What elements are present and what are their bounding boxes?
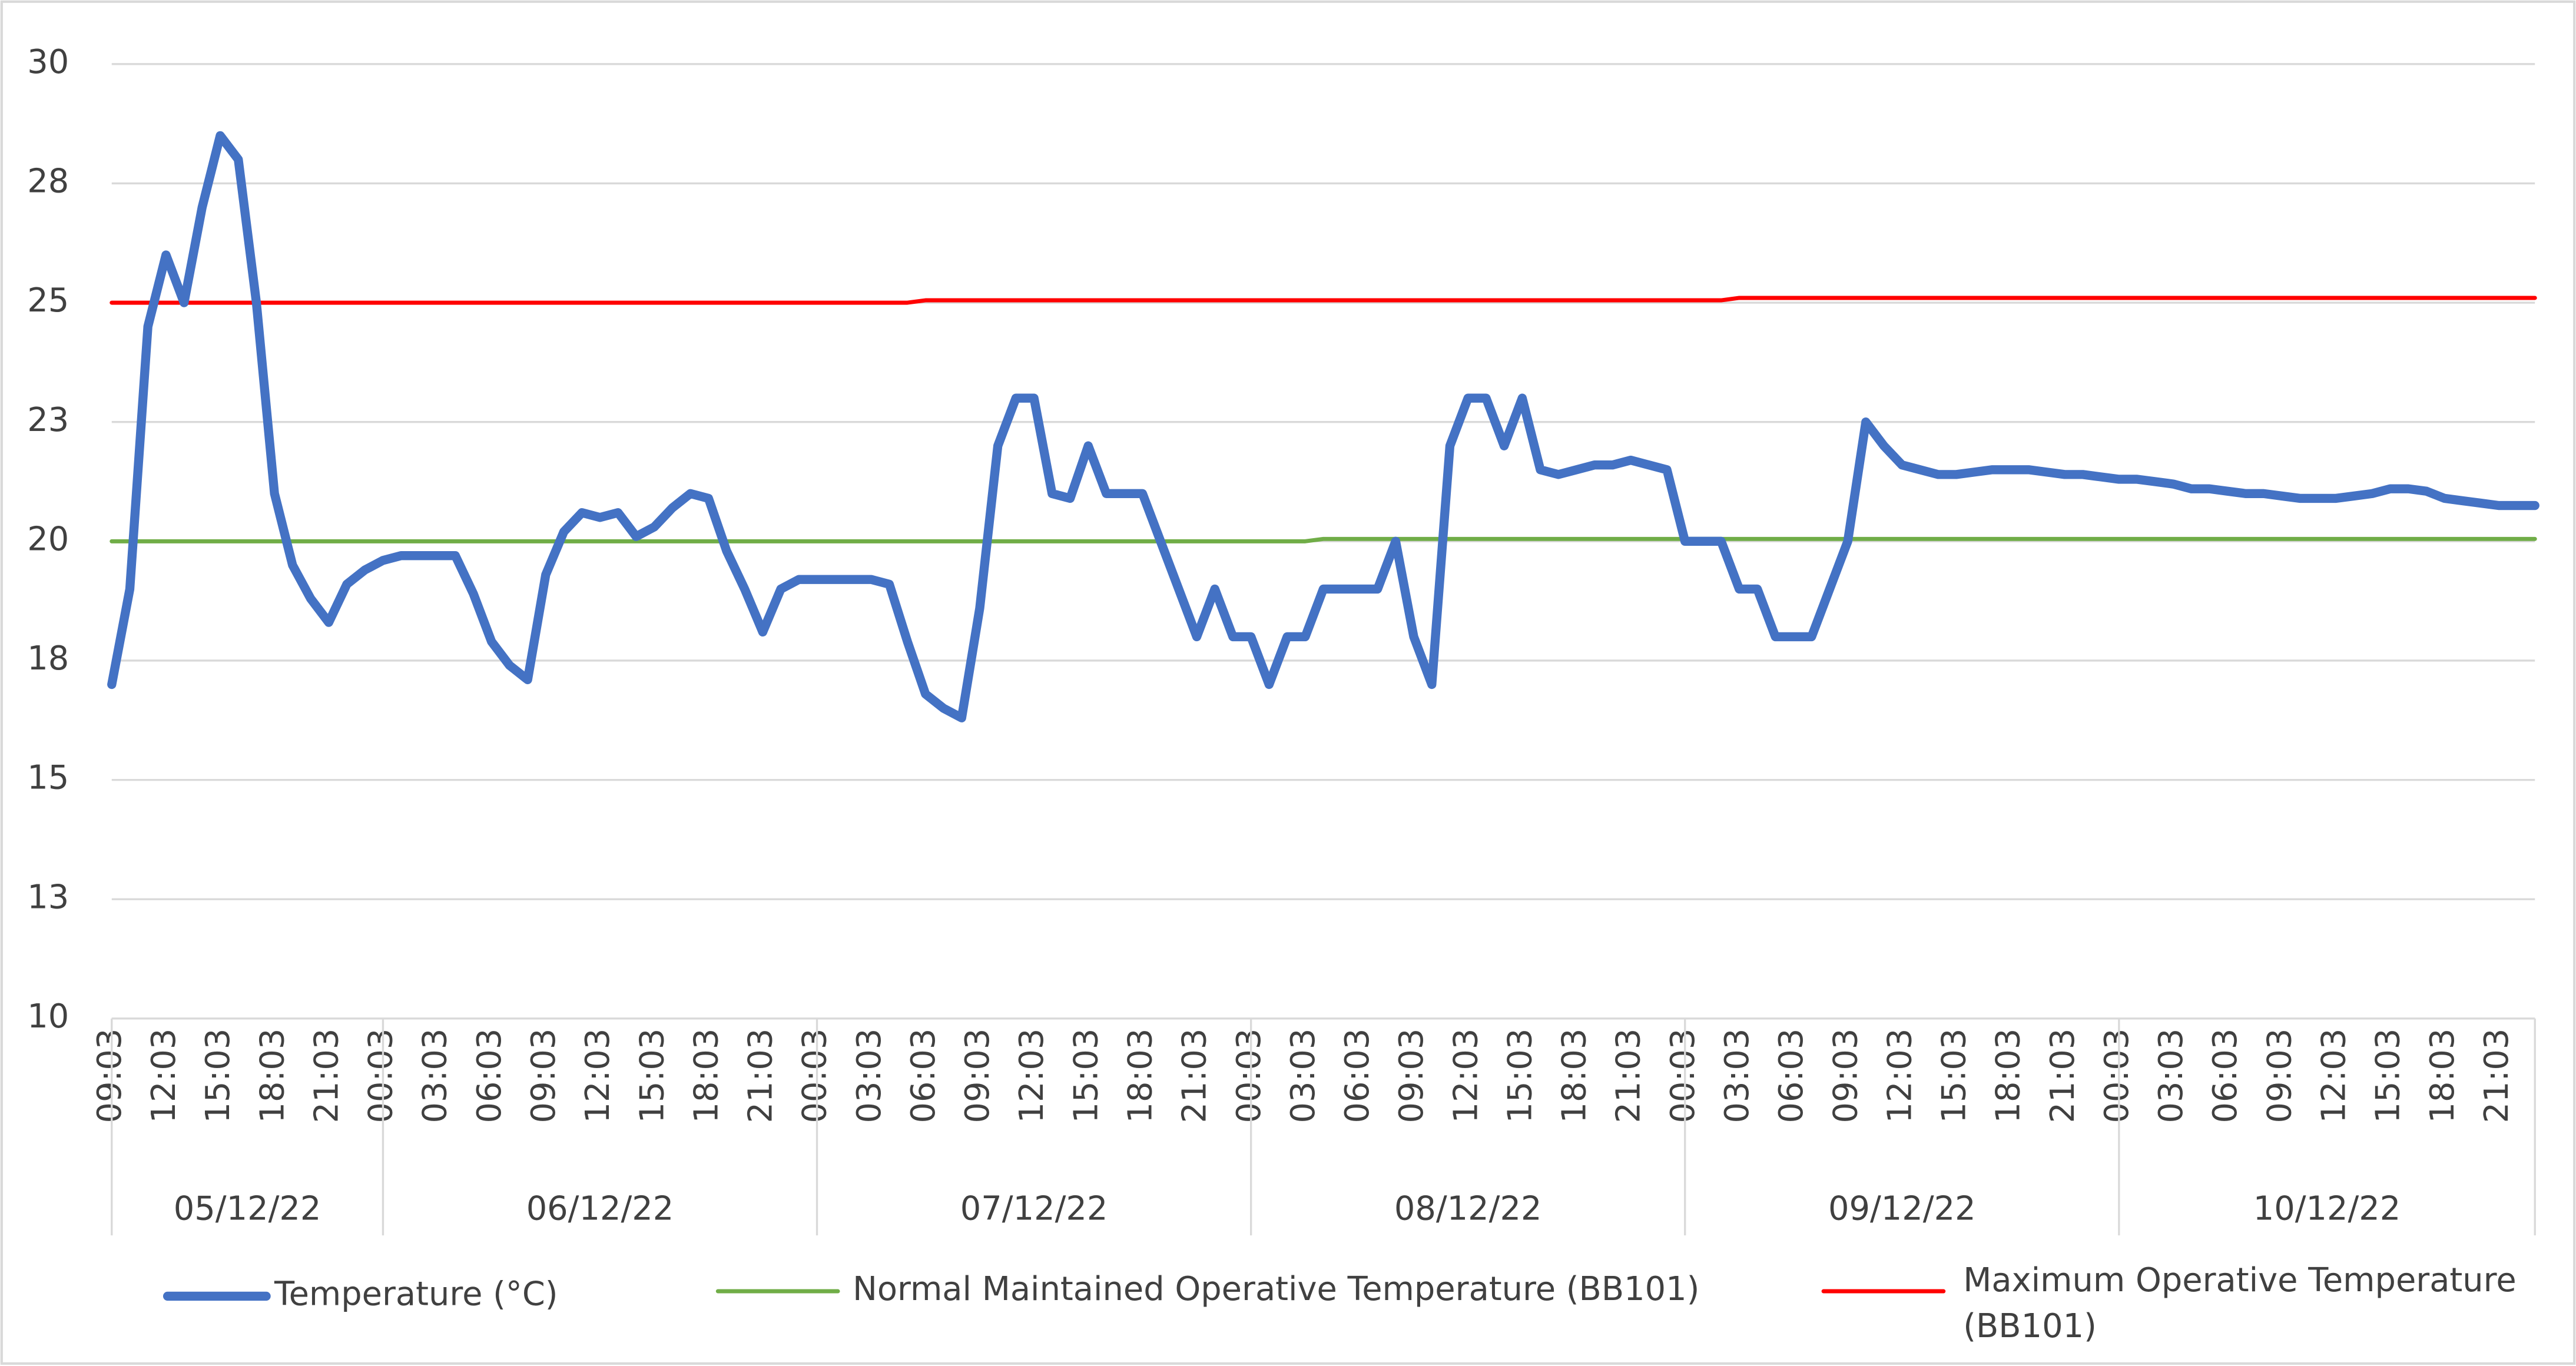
x-group-label: 10/12/22 xyxy=(2253,1189,2401,1228)
x-tick-label: 03:03 xyxy=(416,1029,455,1123)
y-tick-label: 23 xyxy=(27,401,69,439)
x-tick-label: 12:03 xyxy=(2315,1029,2353,1123)
y-tick-label: 20 xyxy=(27,520,69,558)
x-axis: 09:03 12:03 15:03 18:03 21:03 05/12/22 00:03 03… xyxy=(91,1017,2536,1236)
plot xyxy=(107,131,2539,722)
x-tick-label: 18:03 xyxy=(2424,1029,2462,1123)
x-tick-label: 09:03 xyxy=(91,1029,129,1123)
x-group-label: 08/12/22 xyxy=(1394,1189,1542,1228)
legend-label: Normal Maintained Operative Temperature … xyxy=(853,1270,1699,1308)
x-tick-label: 12:03 xyxy=(1447,1029,1485,1123)
y-tick-label: 28 xyxy=(27,163,69,201)
x-tick-label: 21:03 xyxy=(2478,1029,2516,1123)
y-tick-label: 18 xyxy=(27,639,69,678)
x-tick-label: 15:03 xyxy=(2369,1029,2408,1123)
legend-label: Temperature (°C) xyxy=(274,1275,558,1314)
y-tick-label: 15 xyxy=(27,759,69,797)
x-tick-label: 15:03 xyxy=(1067,1029,1105,1123)
x-tick-label: 21:03 xyxy=(2044,1029,2082,1123)
y-tick-label: 10 xyxy=(27,997,69,1036)
x-tick-label: 09:03 xyxy=(1826,1029,1865,1123)
x-tick-label: 03:03 xyxy=(1718,1029,1756,1123)
legend: Temperature (°C) Normal Maintained Operat… xyxy=(163,1260,2517,1346)
x-tick-label: 15:03 xyxy=(1501,1029,1539,1123)
x-tick-label: 00:03 xyxy=(2098,1029,2136,1123)
x-tick-label: 12:03 xyxy=(579,1029,617,1123)
x-group-label: 07/12/22 xyxy=(960,1189,1108,1228)
x-group-label: 09/12/22 xyxy=(1828,1189,1976,1228)
x-tick-label: 21:03 xyxy=(307,1029,346,1123)
x-tick-label: 09:03 xyxy=(959,1029,997,1123)
x-tick-label: 06:03 xyxy=(1338,1029,1377,1123)
x-tick-label: 18:03 xyxy=(687,1029,725,1123)
legend-label-box: Maximum Operative Temperature (BB101) xyxy=(1963,1260,2517,1346)
x-group-label: 05/12/22 xyxy=(174,1189,321,1228)
x-tick-label: 21:03 xyxy=(742,1029,780,1123)
x-tick-label: 00:03 xyxy=(1230,1029,1268,1123)
x-tick-label: 03:03 xyxy=(1284,1029,1322,1123)
x-tick-label: 12:03 xyxy=(1013,1029,1051,1123)
x-tick-label: 18:03 xyxy=(1556,1029,1594,1123)
x-tick-label: 21:03 xyxy=(1176,1029,1214,1123)
x-tick-label: 00:03 xyxy=(1664,1029,1702,1123)
x-tick-label: 06:03 xyxy=(1772,1029,1811,1123)
x-group-label: 06/12/22 xyxy=(526,1189,674,1228)
x-tick-label: 18:03 xyxy=(1121,1029,1159,1123)
series-line xyxy=(110,536,2537,543)
x-tick-label: 09:03 xyxy=(1393,1029,1431,1123)
x-tick-label: 15:03 xyxy=(1935,1029,1974,1123)
x-tick-label: 00:03 xyxy=(362,1029,400,1123)
y-tick-label: 30 xyxy=(27,43,69,81)
x-tick-label: 15:03 xyxy=(199,1029,237,1123)
x-tick-label: 12:03 xyxy=(1881,1029,1919,1123)
x-tick-label: 18:03 xyxy=(253,1029,291,1123)
x-tick-label: 09:03 xyxy=(2260,1029,2299,1123)
x-tick-label: 00:03 xyxy=(796,1029,834,1123)
legend-label: Maximum Operative Temperature (BB101) xyxy=(1963,1260,2517,1346)
x-tick-label: 03:03 xyxy=(2152,1029,2190,1123)
grid: 10 13 15 18 20 23 25 28 30 xyxy=(27,43,2535,1036)
x-tick-label: 09:03 xyxy=(525,1029,563,1123)
series-line xyxy=(107,131,2539,722)
x-tick-label: 21:03 xyxy=(1610,1029,1648,1123)
x-tick-label: 18:03 xyxy=(1990,1029,2028,1123)
y-tick-label: 13 xyxy=(27,878,69,916)
x-tick-label: 06:03 xyxy=(2206,1029,2245,1123)
x-tick-label: 12:03 xyxy=(145,1029,183,1123)
x-tick-label: 06:03 xyxy=(904,1029,943,1123)
series-line xyxy=(110,296,2537,305)
x-tick-label: 15:03 xyxy=(633,1029,671,1123)
x-tick-label: 06:03 xyxy=(470,1029,509,1123)
x-tick-label: 03:03 xyxy=(850,1029,888,1123)
y-tick-label: 25 xyxy=(27,281,69,320)
